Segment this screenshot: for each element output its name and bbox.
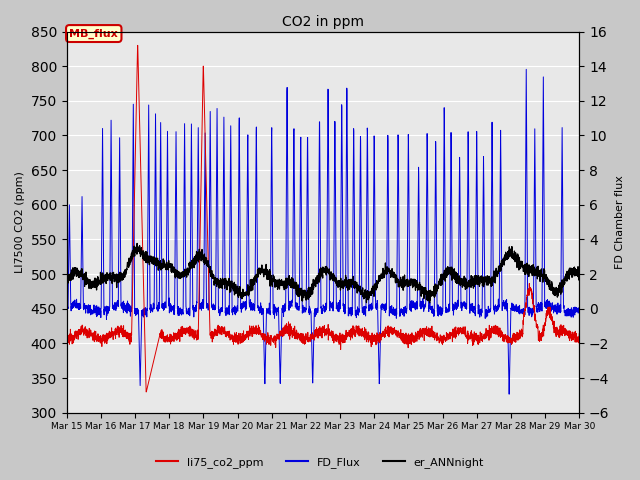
Y-axis label: LI7500 CO2 (ppm): LI7500 CO2 (ppm)	[15, 171, 25, 273]
Legend: li75_co2_ppm, FD_Flux, er_ANNnight: li75_co2_ppm, FD_Flux, er_ANNnight	[151, 452, 489, 472]
Title: CO2 in ppm: CO2 in ppm	[282, 15, 364, 29]
Text: MB_flux: MB_flux	[69, 28, 118, 39]
Y-axis label: FD Chamber flux: FD Chamber flux	[615, 175, 625, 269]
